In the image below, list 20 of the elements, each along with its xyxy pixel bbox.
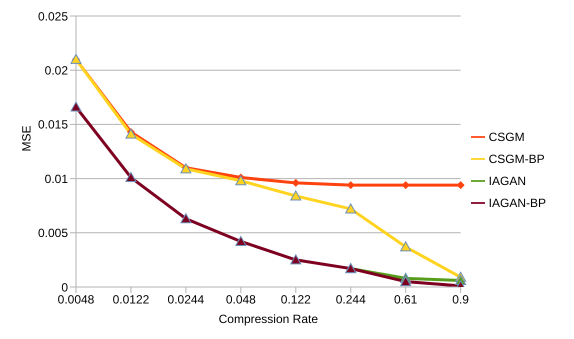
- x-axis-title: Compression Rate: [218, 312, 318, 326]
- x-tick-label: 0.244: [336, 292, 366, 307]
- x-tick-label: 0.0122: [112, 292, 150, 307]
- y-tick-label: 0.005: [38, 226, 68, 240]
- x-tick-label: 0.0244: [168, 292, 205, 307]
- x-tick-label: 0.048: [226, 292, 256, 307]
- x-tick-label: 0.0048: [58, 292, 95, 307]
- y-tick-label: 0: [61, 280, 68, 294]
- y-tick-label: 0.025: [38, 9, 68, 24]
- x-tick-label: 0.9: [452, 292, 470, 307]
- x-tick-label: 0.122: [280, 292, 312, 307]
- legend-label: IAGAN-BP: [488, 196, 546, 210]
- y-tick-label: 0.02: [44, 63, 68, 78]
- y-axis-title: MSE: [19, 125, 34, 152]
- y-tick-label: 0.015: [38, 118, 68, 132]
- x-tick-label: 0.61: [394, 292, 418, 307]
- legend-label: CSGM: [488, 130, 525, 144]
- legend-label: IAGAN: [488, 174, 526, 188]
- legend-label: CSGM-BP: [488, 152, 545, 166]
- y-tick-label: 0.01: [44, 172, 68, 186]
